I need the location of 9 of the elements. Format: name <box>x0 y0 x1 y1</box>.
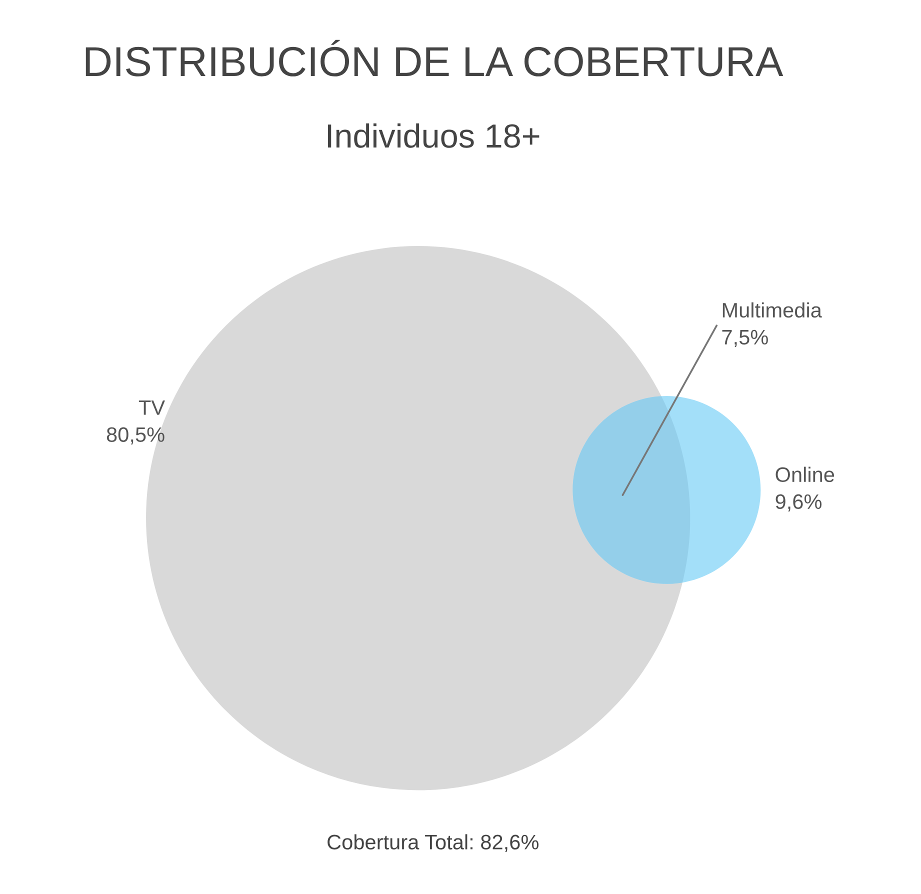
category-label: Online <box>776 466 834 482</box>
data-label: 7,5% <box>722 330 768 348</box>
category-label: Multimedia <box>722 302 822 318</box>
text: Individuos 18+ <box>328 123 540 148</box>
category-label: TV <box>138 400 165 415</box>
text: Cobertura Total: 82,6% <box>328 834 538 852</box>
data-label: 9,6% <box>776 494 822 512</box>
text: DISTRIBUCIÓN DE LA COBERTURA <box>86 40 784 76</box>
data-label: 80,5% <box>106 427 164 444</box>
